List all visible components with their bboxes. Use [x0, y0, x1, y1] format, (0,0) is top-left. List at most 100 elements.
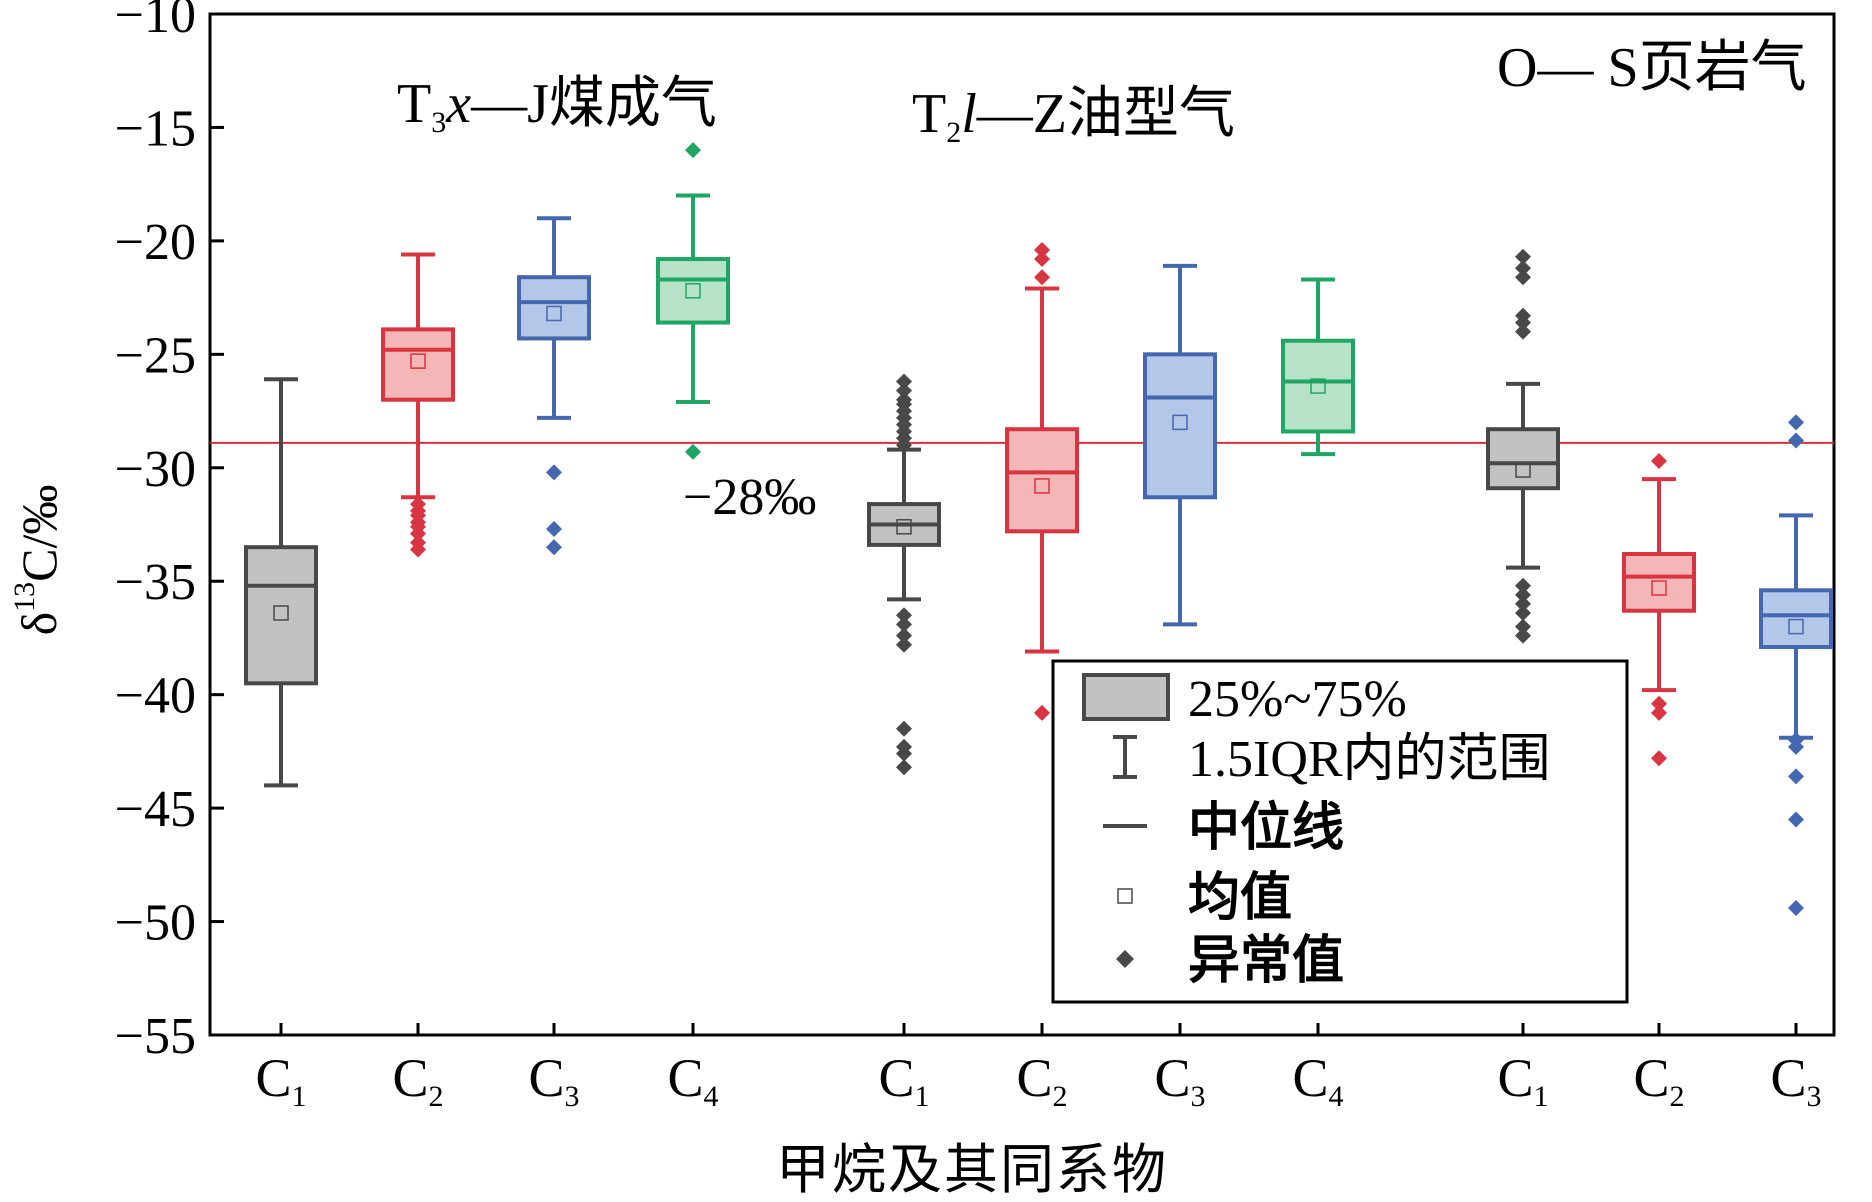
legend-box-swatch: [1082, 673, 1170, 721]
group-label-sub: 2: [946, 116, 961, 149]
group-label-text: —Z油型气: [976, 83, 1235, 145]
box-c3: [1759, 414, 1833, 916]
outlier-marker: [1515, 627, 1531, 644]
plot-frame: [208, 12, 1836, 1037]
group-label: T3x—J煤成气: [397, 73, 717, 139]
x-tick-label-main: C: [1154, 1048, 1190, 1108]
outlier-marker: [896, 745, 912, 762]
mean-marker: [1034, 478, 1050, 494]
y-tick-label: −40: [115, 668, 196, 725]
x-tick-label: C3: [1154, 1048, 1205, 1113]
outlier-marker: [1515, 248, 1531, 265]
outlier-marker: [896, 373, 912, 390]
x-tick-label-main: C: [1292, 1048, 1328, 1108]
box-c2: [1005, 241, 1079, 721]
outlier-marker: [1515, 314, 1531, 331]
outlier-marker: [1515, 577, 1531, 594]
legend-label: 25%~75%: [1188, 671, 1407, 728]
x-tick-label-main: C: [878, 1048, 914, 1108]
outlier-marker: [1651, 452, 1667, 469]
iqr-box: [1005, 427, 1079, 534]
x-tick-label-sub: 2: [1670, 1080, 1685, 1113]
legend-mean-swatch: [1117, 888, 1133, 904]
iqr-box: [1622, 551, 1696, 613]
mean-marker: [685, 283, 701, 299]
y-axis: −10 −15 −20 −25 −30 −35 −40 −45 −50 −55: [115, 0, 224, 1065]
legend-label: 均值: [1188, 869, 1292, 927]
mean-marker: [896, 519, 912, 535]
outlier-marker: [546, 539, 562, 556]
outlier-marker: [685, 142, 701, 159]
x-tick-label: C2: [1633, 1048, 1684, 1113]
group-label-text: T: [912, 83, 946, 145]
box-c1: [1486, 248, 1560, 644]
iqr-box: [1486, 427, 1560, 491]
outlier-marker: [1651, 750, 1667, 767]
x-axis-label: 甲烷及其同系物: [776, 1140, 1168, 1200]
y-tick-label: −30: [115, 441, 196, 498]
outlier-marker: [410, 525, 426, 542]
group-label: T2l—Z油型气: [912, 83, 1235, 149]
legend-outlier-swatch: [1116, 950, 1134, 968]
y-label-rest: C/‰: [11, 485, 67, 582]
outlier-marker: [1515, 595, 1531, 612]
outlier-marker: [1515, 269, 1531, 286]
mean-marker: [1515, 462, 1531, 478]
x-tick-label: C2: [392, 1048, 443, 1113]
x-tick-label: C1: [255, 1048, 306, 1113]
x-tick-label-sub: 4: [1329, 1080, 1344, 1113]
outlier-marker: [1515, 323, 1531, 340]
group-label-italic: l: [961, 83, 977, 145]
legend-label: 1.5IQR内的范围: [1188, 731, 1551, 788]
outlier-marker: [896, 382, 912, 399]
outlier-marker: [546, 464, 562, 481]
iqr-box: [1143, 352, 1217, 500]
box-c1: [867, 373, 941, 776]
x-axis: C1 C2 C3 C4 C1 C2 C3 C4 C1 C2 C3: [255, 1023, 1822, 1113]
mean-marker: [410, 353, 426, 369]
x-tick-label-sub: 1: [1534, 1080, 1549, 1113]
x-tick-label-main: C: [1633, 1048, 1669, 1108]
x-tick-label-sub: 1: [915, 1080, 930, 1113]
outlier-marker: [896, 616, 912, 633]
y-tick-label: −45: [115, 781, 196, 838]
outlier-marker: [1788, 811, 1804, 828]
x-tick-label-sub: 2: [1053, 1080, 1068, 1113]
group-label-italic: x: [445, 73, 471, 135]
x-tick-label: C3: [1770, 1048, 1821, 1113]
x-tick-label: C4: [1292, 1048, 1343, 1113]
outlier-marker: [896, 759, 912, 776]
box-c4: [656, 142, 730, 460]
box-c3: [1143, 263, 1217, 627]
outlier-marker: [1788, 899, 1804, 916]
group-label-sub: 3: [431, 106, 446, 139]
y-tick-label: −35: [115, 554, 196, 611]
outlier-marker: [410, 541, 426, 558]
y-axis-label: δ13C/‰: [8, 485, 67, 636]
y-tick-label: −25: [115, 327, 196, 384]
x-tick-label-sub: 3: [1807, 1080, 1822, 1113]
box-series: [244, 142, 1833, 916]
iqr-box: [381, 327, 455, 402]
box-c2: [381, 252, 455, 558]
legend-label: 中位线: [1188, 799, 1344, 857]
iqr-box: [656, 257, 730, 325]
x-tick-label-sub: 2: [429, 1080, 444, 1113]
y-tick-label: −15: [115, 100, 196, 157]
outlier-marker: [896, 607, 912, 624]
reference-line-label: −28‰: [683, 469, 816, 526]
legend-label: 异常值: [1188, 932, 1344, 990]
x-tick-label: C1: [878, 1048, 929, 1113]
mean-marker: [1310, 378, 1326, 394]
x-tick-label: C1: [1497, 1048, 1548, 1113]
group-label-text: —J煤成气: [470, 73, 717, 135]
group-label-text: O— S页岩气: [1497, 37, 1807, 99]
y-tick-label: −10: [115, 0, 196, 44]
outlier-marker: [1515, 260, 1531, 277]
mean-marker: [1172, 414, 1188, 431]
x-tick-label-sub: 3: [565, 1080, 580, 1113]
outlier-marker: [1515, 604, 1531, 621]
